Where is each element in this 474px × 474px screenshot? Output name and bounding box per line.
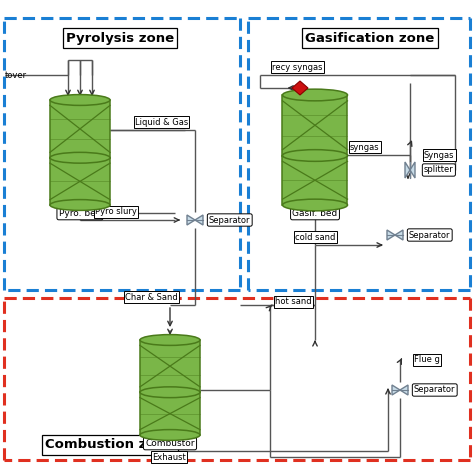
- Text: Separator: Separator: [209, 216, 250, 225]
- FancyBboxPatch shape: [283, 95, 347, 155]
- Ellipse shape: [283, 199, 347, 211]
- Text: Liquid & Gas: Liquid & Gas: [135, 118, 188, 127]
- Text: Gasif. bed: Gasif. bed: [292, 209, 337, 218]
- Ellipse shape: [140, 387, 200, 398]
- Text: Gasification zone: Gasification zone: [305, 31, 435, 45]
- Text: Separator: Separator: [414, 385, 456, 394]
- Text: cold sand: cold sand: [295, 233, 336, 241]
- Text: tover: tover: [5, 71, 27, 80]
- Text: recy syngas: recy syngas: [272, 63, 322, 72]
- Ellipse shape: [140, 429, 200, 440]
- Text: Pyro. bed: Pyro. bed: [59, 209, 101, 218]
- Polygon shape: [392, 385, 408, 395]
- Ellipse shape: [50, 95, 110, 105]
- FancyBboxPatch shape: [50, 158, 110, 205]
- Text: Combustor: Combustor: [145, 439, 195, 448]
- Text: syngas: syngas: [350, 143, 380, 152]
- FancyBboxPatch shape: [283, 155, 347, 205]
- FancyBboxPatch shape: [140, 392, 200, 435]
- Text: Separator: Separator: [409, 230, 450, 239]
- Text: Char & Sand: Char & Sand: [125, 292, 178, 301]
- Text: splitter: splitter: [424, 165, 454, 174]
- Text: Combustion zone: Combustion zone: [46, 438, 174, 452]
- Text: Pyrolysis zone: Pyrolysis zone: [66, 31, 174, 45]
- Polygon shape: [292, 81, 308, 95]
- Ellipse shape: [50, 200, 110, 210]
- Text: Pyro slury: Pyro slury: [95, 208, 137, 217]
- Text: Flue g: Flue g: [414, 356, 440, 365]
- Text: hot sand: hot sand: [275, 298, 311, 307]
- FancyBboxPatch shape: [140, 340, 200, 392]
- FancyBboxPatch shape: [50, 100, 110, 158]
- Polygon shape: [405, 162, 415, 178]
- Ellipse shape: [283, 89, 347, 101]
- Polygon shape: [387, 230, 403, 240]
- Text: Exhaust: Exhaust: [152, 453, 186, 462]
- Ellipse shape: [283, 150, 347, 161]
- Polygon shape: [187, 215, 203, 225]
- Ellipse shape: [140, 335, 200, 346]
- Ellipse shape: [50, 152, 110, 163]
- Text: Syngas: Syngas: [424, 151, 455, 159]
